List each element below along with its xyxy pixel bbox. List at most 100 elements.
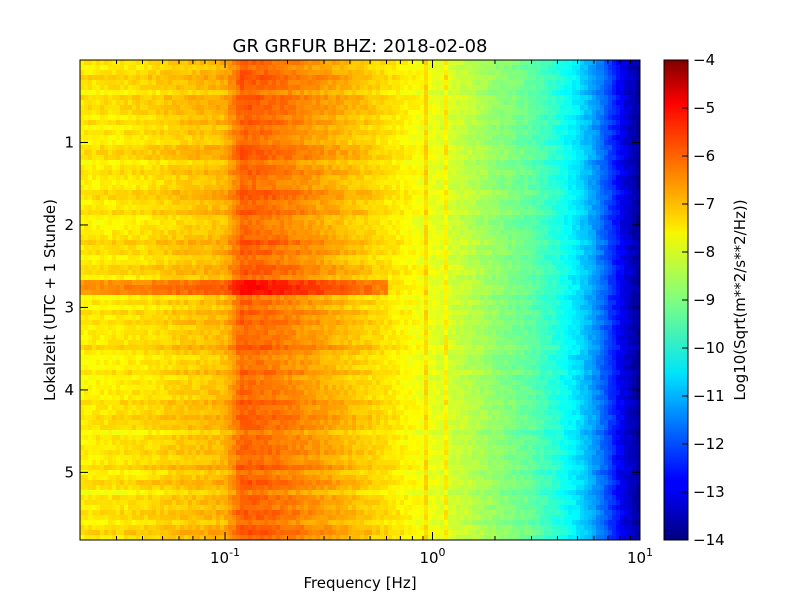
heatmap-cell bbox=[224, 480, 229, 486]
heatmap-cell bbox=[264, 300, 269, 306]
heatmap-cell bbox=[112, 190, 117, 196]
heatmap-cell bbox=[172, 475, 177, 481]
heatmap-cell bbox=[200, 405, 205, 411]
heatmap-cell bbox=[104, 95, 109, 101]
heatmap-cell bbox=[92, 505, 97, 511]
heatmap-cell bbox=[260, 530, 265, 536]
heatmap-cell bbox=[144, 415, 149, 421]
heatmap-cell bbox=[184, 115, 189, 121]
heatmap-cell bbox=[252, 295, 257, 301]
heatmap-cell bbox=[272, 195, 277, 201]
heatmap-cell bbox=[196, 340, 201, 346]
heatmap-cell bbox=[148, 245, 153, 251]
heatmap-cell bbox=[188, 180, 193, 186]
heatmap-cell bbox=[240, 500, 245, 506]
heatmap-cell bbox=[192, 480, 197, 486]
heatmap-cell bbox=[232, 415, 237, 421]
heatmap-cell bbox=[116, 345, 121, 351]
heatmap-cell bbox=[152, 90, 157, 96]
heatmap-cell bbox=[148, 360, 153, 366]
heatmap-cell bbox=[176, 390, 181, 396]
heatmap-cell bbox=[100, 110, 105, 116]
heatmap-cell bbox=[120, 265, 125, 271]
heatmap-cell bbox=[236, 490, 241, 496]
heatmap-cell bbox=[272, 440, 277, 446]
heatmap-cell bbox=[244, 105, 249, 111]
heatmap-cell bbox=[196, 375, 201, 381]
heatmap-cell bbox=[140, 375, 145, 381]
heatmap-cell bbox=[200, 355, 205, 361]
heatmap-cell bbox=[244, 495, 249, 501]
heatmap-cell bbox=[116, 510, 121, 516]
heatmap-cell bbox=[184, 185, 189, 191]
heatmap-cell bbox=[240, 180, 245, 186]
heatmap-cell bbox=[124, 135, 129, 141]
heatmap-cell bbox=[188, 305, 193, 311]
heatmap-cell bbox=[208, 235, 213, 241]
heatmap-cell bbox=[236, 370, 241, 376]
heatmap-cell bbox=[104, 160, 109, 166]
heatmap-cell bbox=[88, 210, 93, 216]
heatmap-cell bbox=[148, 505, 153, 511]
heatmap-cell bbox=[100, 160, 105, 166]
heatmap-cell bbox=[220, 65, 225, 71]
heatmap-cell bbox=[120, 530, 125, 536]
heatmap-cell bbox=[160, 220, 165, 226]
heatmap-cell bbox=[272, 480, 277, 486]
heatmap-cell bbox=[124, 495, 129, 501]
heatmap-cell bbox=[220, 520, 225, 526]
heatmap-cell bbox=[224, 525, 229, 531]
heatmap-cell bbox=[244, 260, 249, 266]
heatmap-cell bbox=[272, 430, 277, 436]
heatmap-cell bbox=[272, 145, 277, 151]
heatmap-cell bbox=[212, 430, 217, 436]
heatmap-cell bbox=[116, 140, 121, 146]
heatmap-cell bbox=[96, 255, 101, 261]
heatmap-cell bbox=[192, 485, 197, 491]
heatmap-cell bbox=[100, 405, 105, 411]
heatmap-cell bbox=[252, 455, 257, 461]
heatmap-cell bbox=[264, 340, 269, 346]
heatmap-cell bbox=[232, 465, 237, 471]
heatmap-cell bbox=[184, 500, 189, 506]
heatmap-cell bbox=[204, 150, 209, 156]
heatmap-cell bbox=[248, 195, 253, 201]
heatmap-cell bbox=[216, 410, 221, 416]
heatmap-cell bbox=[96, 445, 101, 451]
heatmap-cell bbox=[196, 365, 201, 371]
heatmap-cell bbox=[184, 180, 189, 186]
heatmap-cell bbox=[144, 370, 149, 376]
heatmap-cell bbox=[168, 335, 173, 341]
heatmap-cell bbox=[232, 470, 237, 476]
heatmap-cell bbox=[84, 80, 89, 86]
heatmap-cell bbox=[248, 145, 253, 151]
heatmap-cell bbox=[208, 505, 213, 511]
heatmap-cell bbox=[272, 505, 277, 511]
heatmap-cell bbox=[112, 135, 117, 141]
heatmap-cell bbox=[176, 530, 181, 536]
heatmap-cell bbox=[200, 170, 205, 176]
heatmap-cell bbox=[156, 335, 161, 341]
heatmap-cell bbox=[276, 130, 281, 136]
heatmap-cell bbox=[284, 290, 289, 296]
heatmap-cell bbox=[180, 135, 185, 141]
heatmap-cell bbox=[168, 215, 173, 221]
heatmap-cell bbox=[132, 425, 137, 431]
heatmap-cell bbox=[204, 210, 209, 216]
heatmap-cell bbox=[220, 190, 225, 196]
heatmap-cell bbox=[152, 455, 157, 461]
heatmap-cell bbox=[276, 120, 281, 126]
heatmap-cell bbox=[140, 145, 145, 151]
heatmap-cell bbox=[124, 210, 129, 216]
heatmap-cell bbox=[112, 165, 117, 171]
heatmap-cell bbox=[152, 375, 157, 381]
heatmap-cell bbox=[84, 530, 89, 536]
heatmap-cell bbox=[280, 460, 285, 466]
heatmap-cell bbox=[144, 525, 149, 531]
heatmap-cell bbox=[140, 150, 145, 156]
heatmap-cell bbox=[152, 320, 157, 326]
heatmap-cell bbox=[176, 70, 181, 76]
heatmap-cell bbox=[188, 345, 193, 351]
heatmap-cell bbox=[160, 130, 165, 136]
heatmap-cell bbox=[112, 245, 117, 251]
